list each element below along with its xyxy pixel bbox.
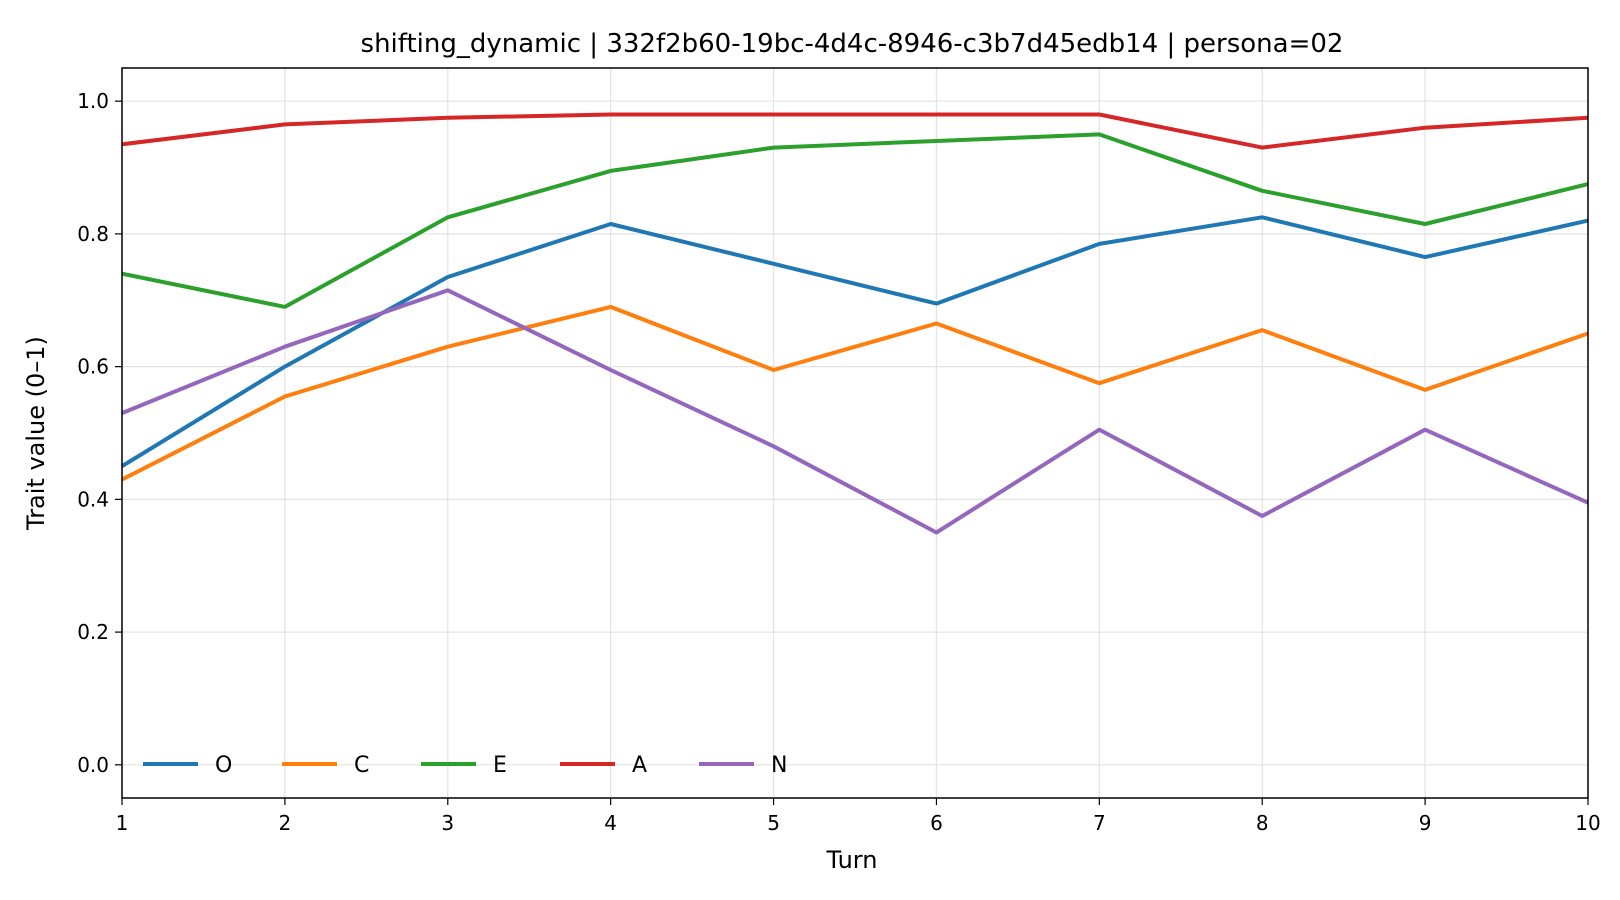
x-tick-label: 6 (930, 811, 943, 835)
x-tick-label: 9 (1419, 811, 1432, 835)
series-line-o (120, 215, 1589, 468)
y-tick-label: 0.6 (77, 355, 109, 379)
y-tick-label: 0.0 (77, 753, 109, 777)
x-tick-label: 8 (1256, 811, 1269, 835)
series-line-a (121, 112, 1589, 150)
series-line-c (121, 304, 1589, 482)
axis-ticks: 1 2 3 4 5 6 7 8 9 10 0.0 0.2 0.4 0.6 0.8 1.0 (77, 89, 1601, 835)
x-tick-label: 2 (279, 811, 292, 835)
series-lines (120, 112, 1589, 535)
plot-area-frame (121, 67, 1589, 799)
x-axis-title: Turn (826, 846, 878, 874)
legend-label-c: C (354, 753, 369, 778)
series-line-e (121, 132, 1589, 309)
x-tick-label: 10 (1575, 811, 1600, 835)
y-tick-label: 1.0 (77, 89, 109, 113)
legend-label-n: N (771, 753, 787, 778)
y-axis-title: Trait value (0–1) (22, 336, 50, 531)
y-tick-label: 0.4 (77, 487, 109, 511)
legend-label-a: A (632, 753, 647, 778)
x-tick-label: 3 (441, 811, 454, 835)
x-tick-label: 1 (116, 811, 129, 835)
x-tick-label: 4 (604, 811, 617, 835)
y-tick-label: 0.8 (77, 222, 109, 246)
series-line-n (121, 288, 1589, 535)
legend-label-e: E (493, 753, 507, 778)
chart-title: shifting_dynamic | 332f2b60-19bc-4d4c-89… (361, 29, 1344, 59)
x-tick-label: 7 (1093, 811, 1106, 835)
grid (121, 68, 1589, 798)
legend-label-o: O (215, 753, 232, 778)
y-tick-label: 0.2 (77, 620, 109, 644)
x-tick-label: 5 (767, 811, 780, 835)
